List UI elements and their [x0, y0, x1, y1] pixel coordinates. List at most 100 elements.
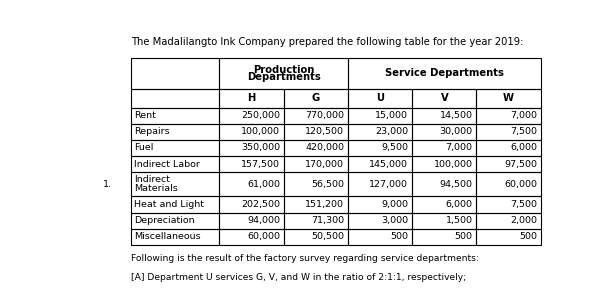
Bar — [348, 172, 412, 197]
Text: 120,500: 120,500 — [305, 127, 344, 136]
Text: 50,500: 50,500 — [311, 232, 344, 241]
Text: 157,500: 157,500 — [241, 160, 280, 169]
Text: 170,000: 170,000 — [305, 160, 344, 169]
Text: 56,500: 56,500 — [311, 180, 344, 189]
Bar — [284, 108, 348, 124]
Text: Miscellaneous: Miscellaneous — [134, 232, 201, 241]
Bar — [219, 89, 284, 108]
Bar — [219, 197, 284, 213]
Text: [A] Department U services G, V, and W in the ratio of 2:1:1, respectively;: [A] Department U services G, V, and W in… — [131, 273, 467, 282]
Bar — [348, 89, 412, 108]
Text: 1,500: 1,500 — [446, 216, 473, 225]
Text: The Madalilangto Ink Company prepared the following table for the year 2019:: The Madalilangto Ink Company prepared th… — [131, 37, 524, 47]
Bar — [284, 213, 348, 229]
Text: Heat and Light: Heat and Light — [134, 200, 204, 209]
Text: 500: 500 — [454, 232, 473, 241]
Bar — [348, 197, 412, 213]
Text: Following is the result of the factory survey regarding service departments:: Following is the result of the factory s… — [131, 254, 480, 263]
Bar — [476, 89, 541, 108]
Bar — [412, 89, 476, 108]
Text: G: G — [312, 93, 320, 103]
Bar — [284, 229, 348, 245]
Text: U: U — [376, 93, 384, 103]
Bar — [412, 172, 476, 197]
Bar — [476, 156, 541, 172]
Bar — [476, 124, 541, 140]
Text: 500: 500 — [391, 232, 408, 241]
Bar — [131, 172, 219, 197]
Bar — [131, 108, 219, 124]
Bar — [412, 213, 476, 229]
Text: 127,000: 127,000 — [370, 180, 408, 189]
Text: 7,500: 7,500 — [510, 200, 537, 209]
Bar — [131, 58, 219, 89]
Bar — [284, 172, 348, 197]
Text: 202,500: 202,500 — [241, 200, 280, 209]
Text: 100,000: 100,000 — [433, 160, 473, 169]
Text: 3,000: 3,000 — [381, 216, 408, 225]
Bar — [348, 229, 412, 245]
Text: 2,000: 2,000 — [510, 216, 537, 225]
Bar — [412, 140, 476, 156]
Text: 30,000: 30,000 — [440, 127, 473, 136]
Bar — [131, 213, 219, 229]
Text: Rent: Rent — [134, 111, 156, 120]
Bar — [476, 197, 541, 213]
Bar — [131, 197, 219, 213]
Bar — [412, 197, 476, 213]
Bar — [476, 108, 541, 124]
Bar — [476, 140, 541, 156]
Text: V: V — [440, 93, 448, 103]
Bar — [348, 213, 412, 229]
Text: Fuel: Fuel — [134, 144, 154, 153]
Bar — [219, 213, 284, 229]
Text: Repairs: Repairs — [134, 127, 170, 136]
Text: 1.: 1. — [103, 180, 112, 189]
Text: 420,000: 420,000 — [305, 144, 344, 153]
Bar — [348, 108, 412, 124]
Bar — [219, 140, 284, 156]
Text: 250,000: 250,000 — [241, 111, 280, 120]
Text: 9,000: 9,000 — [381, 200, 408, 209]
Bar — [348, 124, 412, 140]
Text: 151,200: 151,200 — [305, 200, 344, 209]
Bar — [476, 229, 541, 245]
Text: Indirect: Indirect — [134, 175, 170, 184]
Bar — [219, 156, 284, 172]
Text: 7,000: 7,000 — [510, 111, 537, 120]
Text: 6,000: 6,000 — [446, 200, 473, 209]
Text: Indirect Labor: Indirect Labor — [134, 160, 200, 169]
Text: 350,000: 350,000 — [241, 144, 280, 153]
Bar — [131, 156, 219, 172]
Text: 61,000: 61,000 — [247, 180, 280, 189]
Text: 7,000: 7,000 — [446, 144, 473, 153]
Text: Service Departments: Service Departments — [385, 68, 503, 79]
Text: 60,000: 60,000 — [247, 232, 280, 241]
Text: 97,500: 97,500 — [504, 160, 537, 169]
Bar — [412, 229, 476, 245]
Text: 23,000: 23,000 — [375, 127, 408, 136]
Bar — [348, 140, 412, 156]
Text: 60,000: 60,000 — [504, 180, 537, 189]
Bar — [219, 124, 284, 140]
Text: W: W — [503, 93, 514, 103]
Bar — [284, 89, 348, 108]
Text: 94,000: 94,000 — [247, 216, 280, 225]
Bar — [131, 140, 219, 156]
Bar — [412, 156, 476, 172]
Bar — [131, 229, 219, 245]
Text: 770,000: 770,000 — [305, 111, 344, 120]
Text: Production: Production — [253, 65, 314, 75]
Text: Materials: Materials — [134, 184, 178, 193]
Text: 7,500: 7,500 — [510, 127, 537, 136]
Bar — [284, 156, 348, 172]
Text: 100,000: 100,000 — [241, 127, 280, 136]
Text: 14,500: 14,500 — [440, 111, 473, 120]
Text: H: H — [247, 93, 255, 103]
Bar — [412, 124, 476, 140]
Bar — [131, 124, 219, 140]
Bar — [219, 229, 284, 245]
Text: Depreciation: Depreciation — [134, 216, 195, 225]
Bar — [348, 58, 541, 89]
Bar — [284, 197, 348, 213]
